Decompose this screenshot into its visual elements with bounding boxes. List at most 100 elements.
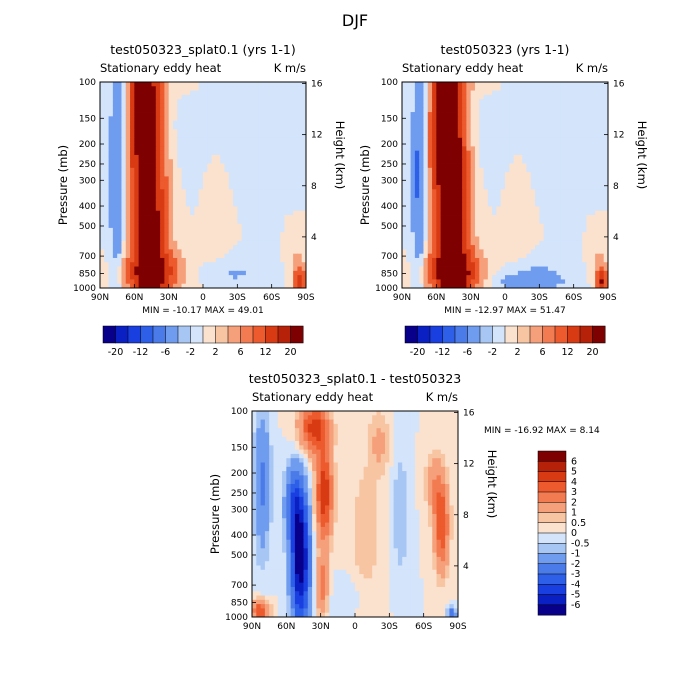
heatmap-cell (220, 133, 225, 139)
heatmap-cell (271, 262, 277, 267)
heatmap-cell (530, 202, 536, 207)
heatmap-cell (427, 129, 433, 134)
heatmap-cell (432, 232, 437, 237)
heatmap-cell (385, 415, 390, 420)
heatmap-cell (254, 279, 260, 285)
heatmap-cell (220, 99, 225, 104)
heatmap-cell (423, 257, 429, 263)
heatmap-cell (254, 103, 260, 109)
heatmap-cell (245, 180, 251, 186)
heatmap-cell (297, 232, 303, 237)
heatmap-cell (215, 193, 221, 199)
heatmap-cell (565, 236, 570, 242)
heatmap-cell (280, 215, 285, 220)
heatmap-cell (462, 249, 467, 255)
heatmap-cell (513, 133, 519, 139)
heatmap-cell (100, 245, 105, 250)
heatmap-cell (194, 262, 200, 267)
heatmap-cell (470, 232, 476, 237)
heatmap-cell (130, 172, 135, 177)
heatmap-cell (185, 107, 191, 113)
heatmap-cell (487, 279, 493, 285)
heatmap-cell (565, 206, 570, 212)
heatmap-cell (560, 124, 566, 130)
heatmap-cell (147, 253, 152, 259)
heatmap-cell (547, 283, 553, 289)
heatmap-cell (603, 232, 609, 237)
heatmap-cell (595, 133, 600, 139)
heatmap-cell (151, 112, 157, 117)
heatmap-cell (436, 82, 442, 87)
heatmap-cell (577, 232, 583, 237)
heatmap-cell (134, 275, 140, 280)
heatmap-cell (207, 129, 212, 134)
heatmap-cell (181, 279, 187, 285)
heatmap-cell (522, 112, 527, 117)
heatmap-cell (539, 249, 545, 255)
heatmap-cell (462, 215, 467, 220)
heatmap-cell (552, 142, 557, 147)
heatmap-cell (181, 189, 187, 194)
heatmap-cell (573, 240, 579, 246)
heatmap-cell (402, 249, 407, 255)
heatmap-cell (582, 270, 587, 276)
heatmap-cell (457, 202, 463, 207)
heatmap-cell (267, 189, 273, 194)
heatmap-cell (565, 185, 570, 190)
heatmap-cell (290, 428, 296, 433)
heatmap-cell (582, 185, 587, 190)
heatmap-cell (535, 240, 540, 246)
heatmap-cell (271, 270, 277, 276)
heatmap-cell (125, 167, 131, 173)
heatmap-cell (406, 428, 412, 433)
heatmap-cell (164, 167, 170, 173)
heatmap-cell (410, 279, 416, 285)
heatmap-cell (151, 215, 157, 220)
heatmap-cell (203, 270, 208, 276)
heatmap-cell (586, 172, 592, 177)
heatmap-cell (505, 219, 510, 225)
heatmap-cell (453, 112, 459, 117)
heatmap-cell (301, 180, 307, 186)
heatmap-cell (112, 189, 118, 194)
heatmap-cell (263, 232, 268, 237)
heatmap-cell (271, 142, 277, 147)
heatmap-cell (427, 206, 433, 212)
heatmap-cell (406, 86, 411, 91)
heatmap-cell (293, 206, 298, 212)
heatmap-cell (389, 428, 395, 433)
heatmap-cell (444, 257, 450, 263)
heatmap-cell (436, 150, 442, 156)
heatmap-cell (177, 270, 182, 276)
heatmap-cell (333, 419, 339, 425)
heatmap-cell (474, 206, 480, 212)
heatmap-cell (112, 202, 118, 207)
heatmap-cell (590, 103, 596, 109)
heatmap-cell (496, 279, 502, 285)
heatmap-cell (342, 411, 347, 416)
heatmap-cell (215, 116, 221, 122)
heatmap-cell (151, 137, 157, 143)
heatmap-cell (280, 82, 285, 87)
heatmap-cell (245, 262, 251, 267)
heatmap-cell (389, 423, 395, 429)
heatmap-cell (280, 172, 285, 177)
heatmap-cell (211, 206, 217, 212)
heatmap-cell (138, 270, 144, 276)
heatmap-cell (194, 133, 200, 139)
heatmap-cell (552, 180, 557, 186)
heatmap-cell (449, 232, 454, 237)
heatmap-cell (228, 112, 234, 117)
heatmap-cell (301, 219, 307, 225)
heatmap-cell (138, 232, 144, 237)
heatmap-cell (470, 172, 476, 177)
heatmap-cell (220, 150, 225, 156)
heatmap-cell (155, 206, 161, 212)
heatmap-cell (134, 137, 140, 143)
heatmap-cell (164, 227, 170, 233)
heatmap-cell (440, 163, 446, 169)
heatmap-cell (164, 219, 170, 225)
heatmap-cell (267, 185, 273, 190)
heatmap-cell (250, 193, 255, 199)
heatmap-cell (577, 107, 583, 113)
